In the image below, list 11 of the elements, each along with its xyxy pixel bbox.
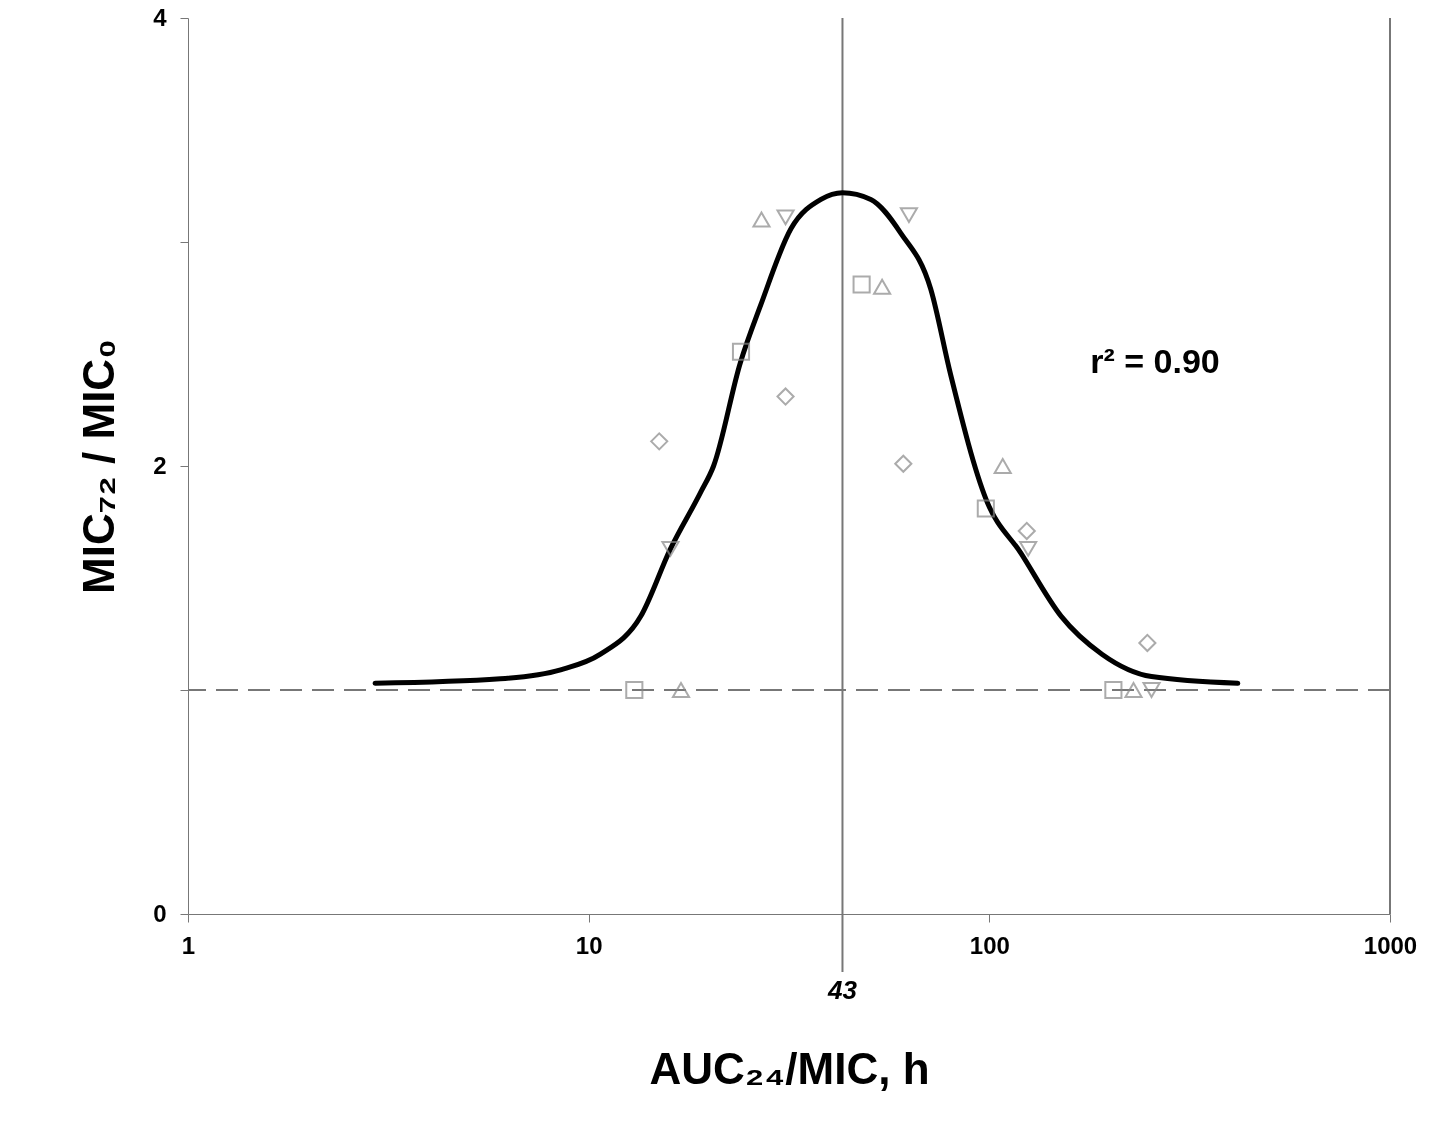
y-tick-label: 2 xyxy=(153,451,167,479)
ref-line-label: 43 xyxy=(827,975,858,1005)
annotation: r² = 0.90 xyxy=(1090,342,1220,380)
y-tick-label: 4 xyxy=(153,3,168,31)
y-tick-label: 0 xyxy=(153,899,167,927)
x-tick-label: 10 xyxy=(575,931,603,959)
y-axis-title: MIC₇₂ / MIC₀ xyxy=(74,339,124,594)
x-axis-title: AUC₂₄/MIC, h xyxy=(649,1043,930,1093)
x-tick-label: 1 xyxy=(181,931,196,959)
x-tick-label: 1000 xyxy=(1363,931,1418,959)
x-tick-label: 100 xyxy=(969,931,1010,959)
